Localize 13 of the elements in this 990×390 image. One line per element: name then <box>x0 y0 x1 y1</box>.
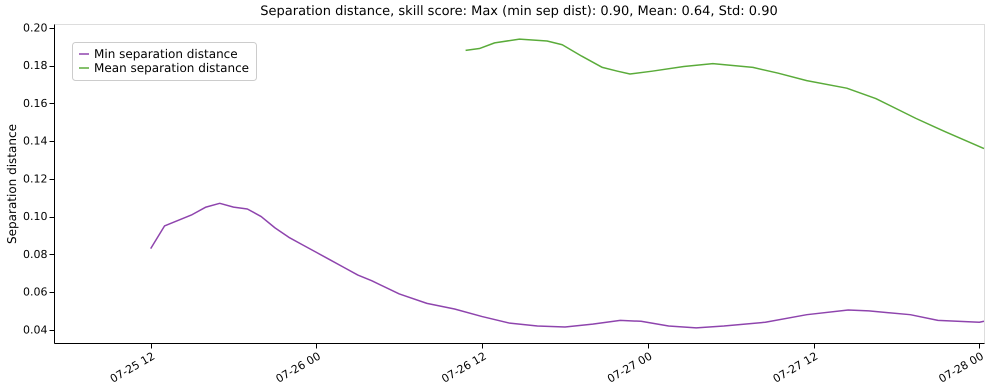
chart-title: Separation distance, skill score: Max (min sep dist): 0.90, Mean: 0.64, Std: 0.90 <box>260 4 778 19</box>
y-tick-label: 0.08 <box>23 248 48 261</box>
y-tick-label: 0.12 <box>23 172 48 186</box>
y-tick-label: 0.20 <box>23 21 48 34</box>
y-tick-label: 0.06 <box>23 286 48 299</box>
y-tick-label: 0.14 <box>23 134 48 148</box>
y-axis-title: Separation distance <box>5 124 20 244</box>
y-tick-label: 0.04 <box>23 323 48 336</box>
y-tick-label: 0.10 <box>23 210 48 224</box>
y-tick-label: 0.18 <box>23 59 48 72</box>
legend-label: Min separation distance <box>94 47 238 61</box>
y-tick-label: 0.16 <box>23 96 48 110</box>
legend-label: Mean separation distance <box>94 61 250 75</box>
